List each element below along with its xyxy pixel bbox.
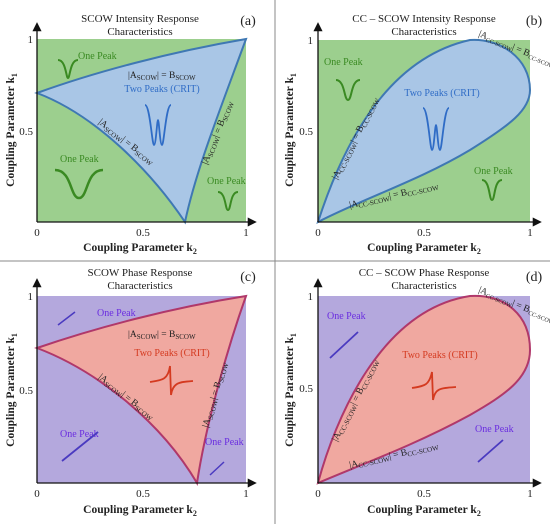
panel-c: SCOW Phase Response Characteristics (c) … [5,267,257,518]
panel-b-label: (b) [526,14,543,29]
panel-b-xtick-1: 0.5 [417,227,431,239]
panel-d-two-peak-region [316,294,532,485]
panel-c-label-one-peak-1: One Peak [97,308,136,319]
panel-b-label-one-peak-2: One Peak [474,166,513,177]
panel-c-phase-jump-icon [149,365,194,396]
panel-a-curve-upper-label: |ASCOW| = BSCOW [128,71,196,82]
panel-c-phase-line-icon-3 [209,461,225,476]
panel-d-label-two-peaks: Two Peaks (CRIT) [402,350,477,361]
panel-c-phase-line-icon-1 [57,311,76,326]
panel-b-ytick-0: 0.5 [299,126,313,138]
panel-b-label-two-peaks: Two Peaks (CRIT) [404,88,479,99]
panel-a-ytick-1: 1 [28,34,34,46]
panel-a-xtick-1: 0.5 [136,227,150,239]
panel-b-xtick-2: 1 [527,227,533,239]
panel-b-title-line1: CC – SCOW Intensity Response [352,13,496,25]
panel-d-xlabel: Coupling Parameter k2 [367,504,481,518]
panel-a-single-dip-icon-large [54,168,104,200]
panel-c-xtick-0: 0 [34,488,40,500]
panel-a-label-one-peak-1: One Peak [78,51,117,62]
panel-a-xtick-0: 0 [34,227,40,239]
panel-b-ytick-1: 1 [308,35,314,47]
panel-d-label-one-peak-1: One Peak [327,311,366,322]
panel-d-label-one-peak-2: One Peak [475,424,514,435]
panel-d: CC – SCOW Phase Response Characteristics… [284,267,550,518]
panel-a-xlabel: Coupling Parameter k2 [83,242,197,256]
panel-d-xtick-0: 0 [315,488,321,500]
panel-a: SCOW Intensity Response Characteristics … [5,13,257,256]
panel-b-double-dip-icon [422,107,450,151]
panel-b-single-dip-icon-right [481,179,503,202]
panel-a-ylabel: Coupling Parameter k1 [5,73,19,187]
panel-a-ytick-0: 0.5 [19,126,33,138]
panel-b-xlabel: Coupling Parameter k2 [367,242,481,256]
panel-d-phase-line-icon-1 [329,331,359,359]
panel-a-double-dip-icon [144,104,172,146]
panel-d-phase-line-icon-2 [477,439,504,463]
panel-c-ytick-0: 0.5 [19,385,33,397]
panel-d-ytick-0: 0.5 [299,383,313,395]
panel-c-curve-upper-label: |ASCOW| = BSCOW [128,330,196,341]
panel-c-phase-line-icon-2 [61,431,99,462]
panel-c-ytick-1: 1 [28,291,34,303]
panel-a-xtick-2: 1 [243,227,249,239]
panel-c-ylabel: Coupling Parameter k1 [5,333,19,447]
panel-c-xtick-1: 0.5 [136,488,150,500]
panel-d-title-line1: CC – SCOW Phase Response [359,267,490,279]
panel-d-xtick-2: 1 [527,488,533,500]
panel-b-single-dip-icon-left [335,79,361,102]
panel-c-label-one-peak-2: One Peak [60,429,99,440]
panel-c-label-two-peaks: Two Peaks (CRIT) [134,348,209,359]
panel-b-title-line2: Characteristics [391,26,456,38]
panel-a-title-line2: Characteristics [107,26,172,38]
panel-a-label: (a) [240,14,256,29]
panel-a-title-line1: SCOW Intensity Response [81,13,199,25]
panel-a-label-two-peaks: Two Peaks (CRIT) [124,84,199,95]
panel-a-two-peak-region [34,37,248,225]
panel-b-xtick-0: 0 [315,227,321,239]
panel-a-single-dip-icon-small [57,59,79,80]
panel-a-label-one-peak-2: One Peak [60,154,99,165]
panel-c-title-line2: Characteristics [107,280,172,292]
panel-d-xtick-1: 0.5 [417,488,431,500]
panel-d-ylabel: Coupling Parameter k1 [284,333,298,447]
panel-c-two-peak-region [34,294,248,486]
panel-c-label-one-peak-3: One Peak [205,437,244,448]
panel-a-label-one-peak-3: One Peak [207,176,246,187]
panel-d-phase-jump-icon [411,371,457,401]
panel-d-title-line2: Characteristics [391,280,456,292]
panel-d-ytick-1: 1 [308,291,314,303]
panel-b-ylabel: Coupling Parameter k1 [284,73,298,187]
panel-b: CC – SCOW Intensity Response Characteris… [284,13,550,256]
panel-b-label-one-peak-1: One Peak [324,57,363,68]
panel-c-label: (c) [240,270,256,285]
panel-d-label: (d) [526,270,543,285]
panel-c-xlabel: Coupling Parameter k2 [83,504,197,518]
panel-a-single-dip-icon-right [217,191,239,212]
panel-c-title-line1: SCOW Phase Response [88,267,193,279]
panel-c-xtick-2: 1 [243,488,249,500]
panel-b-two-peak-region [316,38,532,225]
